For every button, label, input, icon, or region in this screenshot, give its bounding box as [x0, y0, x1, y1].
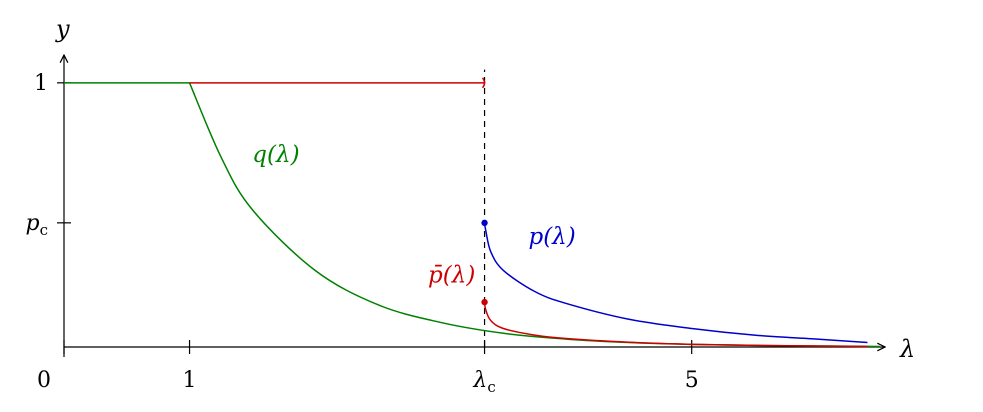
- pbar-start-point: [481, 298, 488, 306]
- y-tick-label-0: 1: [34, 71, 48, 96]
- x-axis-label: λ: [899, 335, 915, 363]
- series-q-line: [64, 82, 881, 348]
- y-tick-label-1: pc: [26, 211, 49, 239]
- labels-layer: λ y 0 1 λc 5 1 pc q(λ) p(λ) p̄(λ): [26, 15, 916, 396]
- series-layer: [64, 77, 881, 348]
- points-layer: [481, 219, 488, 306]
- q-label: q(λ): [252, 142, 299, 168]
- axes: [57, 55, 885, 357]
- series-p-line: [483, 222, 868, 344]
- p-start-point: [481, 219, 488, 227]
- x-tick-label-3: 5: [685, 368, 699, 393]
- x-tick-label-1: 1: [183, 368, 197, 393]
- x-tick-label-0: 0: [37, 368, 51, 393]
- x-tick-label-2: λc: [472, 368, 495, 396]
- pbar-label: p̄(λ): [428, 262, 475, 288]
- series-pbar-line: [483, 301, 868, 348]
- p-label: p(λ): [528, 224, 575, 250]
- y-axis-label: y: [55, 15, 70, 43]
- red-line-end-hook: [481, 77, 486, 89]
